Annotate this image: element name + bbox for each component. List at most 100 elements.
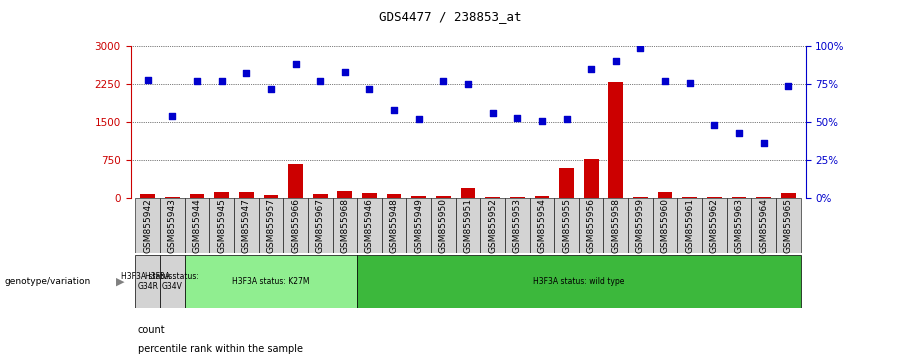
Text: GSM855964: GSM855964 <box>759 198 768 253</box>
Point <box>682 80 697 85</box>
Bar <box>140 194 155 198</box>
Point <box>584 66 598 72</box>
FancyBboxPatch shape <box>579 198 604 253</box>
Point <box>338 69 352 75</box>
Text: GSM855962: GSM855962 <box>710 198 719 253</box>
FancyBboxPatch shape <box>776 198 801 253</box>
Text: GSM855967: GSM855967 <box>316 198 325 253</box>
FancyBboxPatch shape <box>529 198 554 253</box>
Bar <box>707 197 722 198</box>
FancyBboxPatch shape <box>652 198 678 253</box>
Point <box>510 115 525 120</box>
FancyBboxPatch shape <box>382 198 407 253</box>
Point <box>559 116 573 122</box>
FancyBboxPatch shape <box>184 255 357 308</box>
Text: count: count <box>138 325 166 335</box>
Bar <box>362 193 377 198</box>
Bar <box>411 196 426 198</box>
Bar <box>264 195 278 198</box>
Text: GSM855949: GSM855949 <box>414 198 423 253</box>
Text: GSM855958: GSM855958 <box>611 198 620 253</box>
FancyBboxPatch shape <box>258 198 284 253</box>
FancyBboxPatch shape <box>431 198 455 253</box>
FancyBboxPatch shape <box>726 198 752 253</box>
FancyBboxPatch shape <box>284 198 308 253</box>
FancyBboxPatch shape <box>455 198 481 253</box>
Bar <box>387 194 401 198</box>
Text: GSM855943: GSM855943 <box>168 198 177 253</box>
FancyBboxPatch shape <box>554 198 579 253</box>
Text: GSM855948: GSM855948 <box>390 198 399 253</box>
Bar <box>214 192 229 198</box>
Point <box>608 58 623 64</box>
Text: H3F3A status: wild type: H3F3A status: wild type <box>533 277 625 286</box>
Text: GSM855946: GSM855946 <box>365 198 374 253</box>
Point <box>756 141 770 146</box>
FancyBboxPatch shape <box>628 198 652 253</box>
FancyBboxPatch shape <box>135 255 160 308</box>
FancyBboxPatch shape <box>678 198 702 253</box>
Bar <box>190 194 204 198</box>
FancyBboxPatch shape <box>308 198 332 253</box>
FancyBboxPatch shape <box>481 198 505 253</box>
Bar <box>436 196 451 198</box>
Text: GSM855947: GSM855947 <box>242 198 251 253</box>
Bar <box>633 197 648 198</box>
FancyBboxPatch shape <box>604 198 628 253</box>
Text: GSM855944: GSM855944 <box>193 198 202 253</box>
FancyBboxPatch shape <box>357 255 801 308</box>
Point <box>436 78 451 84</box>
Text: GSM855966: GSM855966 <box>291 198 300 253</box>
FancyBboxPatch shape <box>184 198 210 253</box>
Text: GSM855960: GSM855960 <box>661 198 670 253</box>
Text: percentile rank within the sample: percentile rank within the sample <box>138 344 302 354</box>
FancyBboxPatch shape <box>752 198 776 253</box>
Text: H3F3A status:
G34V: H3F3A status: G34V <box>146 272 199 291</box>
Bar <box>238 192 254 198</box>
FancyBboxPatch shape <box>357 198 382 253</box>
Point <box>363 86 377 91</box>
Point <box>707 122 722 128</box>
FancyBboxPatch shape <box>407 198 431 253</box>
Text: GSM855955: GSM855955 <box>562 198 571 253</box>
Point <box>239 70 254 76</box>
Text: GSM855965: GSM855965 <box>784 198 793 253</box>
Point <box>166 113 180 119</box>
Bar <box>732 197 746 198</box>
FancyBboxPatch shape <box>135 198 160 253</box>
Text: GSM855956: GSM855956 <box>587 198 596 253</box>
Text: GSM855952: GSM855952 <box>488 198 497 253</box>
Bar <box>559 168 574 198</box>
Bar <box>485 197 500 198</box>
Bar <box>781 193 796 198</box>
Point <box>411 116 426 122</box>
Point <box>264 86 278 91</box>
Point <box>313 78 328 84</box>
Text: GSM855951: GSM855951 <box>464 198 472 253</box>
Bar <box>461 188 475 198</box>
Text: H3F3A status: K27M: H3F3A status: K27M <box>232 277 310 286</box>
Point <box>732 130 746 136</box>
FancyBboxPatch shape <box>505 198 529 253</box>
Text: GSM855968: GSM855968 <box>340 198 349 253</box>
Text: GSM855963: GSM855963 <box>734 198 743 253</box>
Text: GSM855954: GSM855954 <box>537 198 546 253</box>
Point <box>535 118 549 124</box>
Point <box>781 83 796 88</box>
Text: GSM855945: GSM855945 <box>217 198 226 253</box>
Text: GDS4477 / 238853_at: GDS4477 / 238853_at <box>379 10 521 23</box>
Point <box>485 110 500 116</box>
Point <box>658 78 672 84</box>
Point <box>214 78 229 84</box>
FancyBboxPatch shape <box>234 198 258 253</box>
Bar <box>608 81 623 198</box>
Text: GSM855959: GSM855959 <box>636 198 645 253</box>
Text: H3F3A status:
G34R: H3F3A status: G34R <box>121 272 175 291</box>
FancyBboxPatch shape <box>702 198 726 253</box>
FancyBboxPatch shape <box>332 198 357 253</box>
Point <box>190 78 204 84</box>
Bar <box>682 197 698 198</box>
Bar <box>535 196 549 198</box>
Text: ▶: ▶ <box>116 276 124 286</box>
Bar <box>288 164 303 198</box>
